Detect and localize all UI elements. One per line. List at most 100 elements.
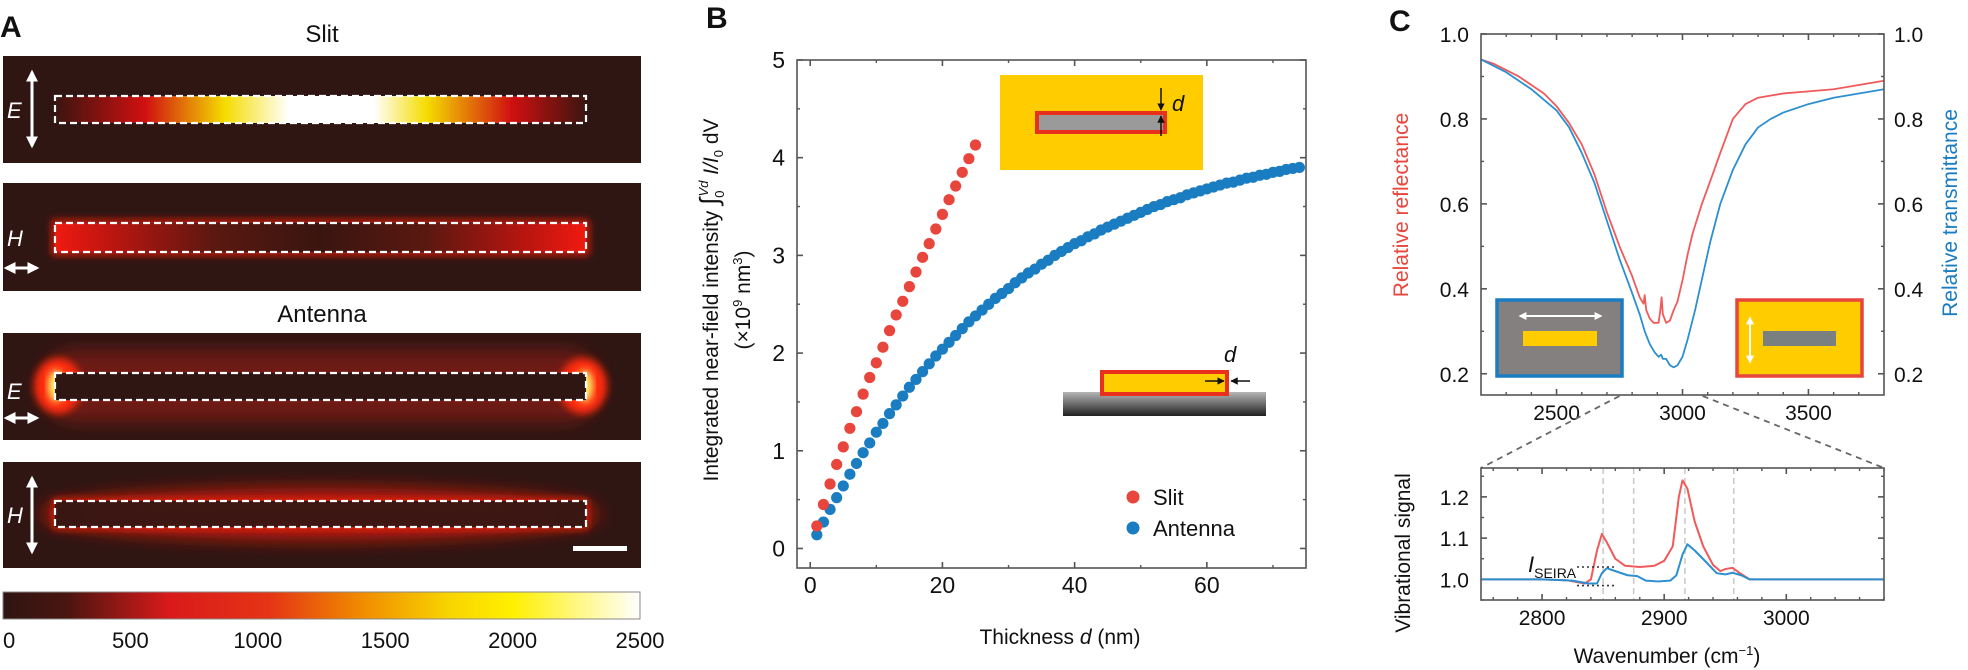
field-label: H bbox=[7, 503, 23, 528]
colorbar-tick-label: 0 bbox=[3, 628, 15, 653]
data-point-slit bbox=[877, 341, 889, 353]
data-point-slit bbox=[916, 251, 929, 263]
legend: Slit Antenna bbox=[1126, 485, 1236, 541]
thickness-label: d bbox=[1172, 91, 1185, 116]
y-tick-label: 1.0 bbox=[1440, 24, 1469, 47]
antenna-schematic-inset: d bbox=[1063, 342, 1266, 416]
data-point-slit bbox=[956, 166, 968, 178]
series-antenna bbox=[811, 161, 1305, 541]
x-tick-label: 40 bbox=[1062, 572, 1088, 598]
antenna-title: Antenna bbox=[277, 301, 367, 328]
colorbar bbox=[2, 591, 641, 620]
data-point-slit bbox=[923, 238, 935, 250]
data-point-antenna bbox=[890, 399, 902, 411]
x-tick-label: 0 bbox=[804, 572, 817, 598]
y-axis-title-right: Relative transmittance bbox=[1939, 109, 1962, 317]
scale-bar bbox=[573, 546, 627, 551]
slit-outline bbox=[53, 221, 588, 254]
axes-c-bottom: 2800 2900 3000 1.0 1.1 1.2 bbox=[1440, 468, 1885, 630]
axes-b: 0 20 40 60 0 1 2 3 4 5 bbox=[772, 47, 1306, 598]
data-point-antenna bbox=[831, 492, 843, 504]
y-tick-label: 0.6 bbox=[1440, 194, 1469, 217]
field-label: H bbox=[7, 226, 23, 251]
field-map-antenna-h: H bbox=[3, 462, 641, 568]
plot-frame bbox=[796, 59, 1307, 569]
slit-title: Slit bbox=[305, 21, 339, 48]
y-tick-label: 5 bbox=[772, 47, 785, 73]
antenna-outline bbox=[53, 371, 588, 402]
data-point-slit bbox=[870, 357, 882, 369]
data-point-slit bbox=[850, 406, 863, 418]
data-point-antenna bbox=[870, 426, 882, 438]
x-axis-title: Wavenumber (cm−1) bbox=[1574, 643, 1761, 668]
data-point-antenna bbox=[864, 437, 876, 449]
data-point-antenna bbox=[877, 417, 889, 430]
y-tick-label: 3 bbox=[772, 242, 785, 268]
field-label: E bbox=[7, 98, 22, 123]
legend-label-antenna: Antenna bbox=[1153, 516, 1236, 541]
x-tick-label: 2900 bbox=[1641, 607, 1688, 630]
zoom-connector-lines bbox=[1480, 395, 1885, 469]
y-axis-units: (×109 nm3) bbox=[730, 250, 755, 349]
vibrational-signal-lines bbox=[1481, 468, 1884, 600]
data-point-slit bbox=[844, 422, 856, 434]
y-tick-label: 0.2 bbox=[1440, 364, 1469, 387]
data-point-antenna bbox=[811, 529, 823, 541]
y-tick-label: 0.8 bbox=[1440, 109, 1469, 132]
plot-frame bbox=[1480, 33, 1885, 396]
data-point-slit bbox=[897, 295, 909, 307]
colorbar-tick-label: 2000 bbox=[488, 628, 537, 653]
data-point-antenna bbox=[923, 358, 935, 370]
y-axis-title: Vibrational signal bbox=[1392, 473, 1415, 633]
data-point-slit bbox=[969, 139, 982, 151]
y-tick-label: 4 bbox=[772, 145, 785, 171]
plot-frame bbox=[1480, 467, 1885, 601]
data-point-antenna bbox=[857, 447, 869, 459]
x-tick-label: 3000 bbox=[1659, 402, 1706, 425]
colorbar-tick-label: 1500 bbox=[361, 628, 410, 653]
slit-inset bbox=[1735, 298, 1864, 378]
x-tick-label: 3000 bbox=[1763, 607, 1810, 630]
y-tick-label-right: 0.4 bbox=[1894, 279, 1924, 302]
data-point-antenna bbox=[1293, 161, 1305, 174]
line-relative-reflectance bbox=[1481, 479, 1884, 585]
iseira-label: ISEIRA bbox=[1528, 552, 1577, 581]
panel-label-a: A bbox=[0, 11, 22, 44]
x-tick-label: 20 bbox=[930, 572, 956, 598]
y-tick-label: 1.0 bbox=[1440, 569, 1469, 592]
colorbar-tick-label: 1000 bbox=[233, 628, 282, 653]
data-point-antenna bbox=[910, 373, 922, 386]
colorbar-tick-label: 2500 bbox=[616, 628, 665, 653]
thickness-label: d bbox=[1224, 342, 1237, 367]
data-point-slit bbox=[943, 194, 955, 206]
data-point-antenna bbox=[916, 366, 929, 378]
y-tick-label-right: 1.0 bbox=[1894, 24, 1923, 47]
y-tick-label: 0 bbox=[772, 535, 785, 561]
slit-outline bbox=[53, 94, 588, 125]
y-tick-label-right: 0.6 bbox=[1894, 194, 1923, 217]
legend-marker-slit bbox=[1126, 490, 1140, 504]
y-tick-label-right: 0.8 bbox=[1894, 109, 1923, 132]
y-tick-label: 1.1 bbox=[1440, 528, 1469, 551]
y-tick-label: 1.2 bbox=[1440, 487, 1469, 510]
data-point-antenna bbox=[883, 408, 896, 420]
panel-label-b: B bbox=[706, 2, 728, 35]
field-map-slit-e: E bbox=[3, 56, 641, 163]
field-label: E bbox=[7, 379, 22, 404]
legend-marker-antenna bbox=[1126, 521, 1140, 535]
slit-schematic-inset: d bbox=[1000, 75, 1203, 170]
data-point-antenna bbox=[850, 457, 863, 470]
y-tick-label: 0.4 bbox=[1440, 279, 1470, 302]
data-point-slit bbox=[936, 208, 949, 220]
y-tick-label: 1 bbox=[772, 438, 785, 464]
panel-a: A Slit Antenna E H bbox=[0, 11, 664, 653]
line-relative-transmittance bbox=[1481, 58, 1884, 369]
spectra-lines bbox=[1481, 58, 1884, 369]
x-axis-title: Thickness d (nm) bbox=[979, 626, 1140, 649]
zoom-connector-left bbox=[1480, 395, 1620, 469]
scatter-points bbox=[811, 139, 1305, 541]
data-point-slit bbox=[910, 266, 922, 278]
axes-c-top: 2500 3000 3500 0.2 0.2 0.4 0.4 0.6 0.6 0.8 0.8 1.0 1… bbox=[1440, 24, 1924, 425]
colorbar-tick-label: 500 bbox=[112, 628, 149, 653]
